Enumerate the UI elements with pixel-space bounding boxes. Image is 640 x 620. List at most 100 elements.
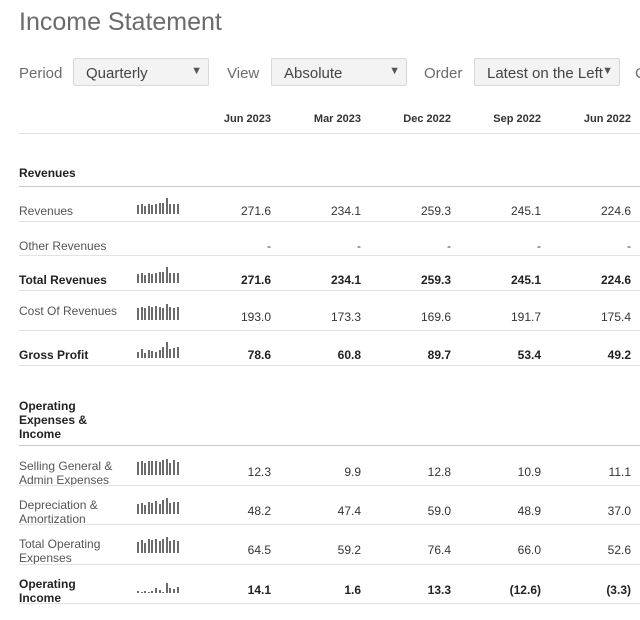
table-cell: (12.6) [509, 583, 541, 597]
sparkline-bar [158, 272, 161, 283]
table-cell: (3.3) [606, 583, 631, 597]
period-label: Period [19, 65, 63, 82]
divider [19, 524, 640, 525]
sparkline-bar [158, 504, 161, 514]
sparkline-bar [158, 590, 161, 593]
divider [19, 365, 640, 366]
sparkline-bar [158, 350, 161, 358]
sparkline-bar [147, 461, 150, 475]
row-label: Total Revenues [19, 273, 107, 287]
table-cell: 271.6 [240, 273, 271, 287]
table-cell: 66.0 [517, 543, 541, 557]
sparkline-bar [173, 589, 175, 593]
sparkline-bar [137, 462, 139, 475]
divider [19, 564, 640, 565]
divider [19, 186, 640, 187]
sparkline-bar [165, 537, 168, 553]
divider [19, 445, 640, 446]
table-cell: 173.3 [330, 310, 361, 324]
table-cell: 78.6 [247, 348, 271, 362]
table-cell: 64.5 [247, 543, 271, 557]
sparkline-chart[interactable] [137, 265, 181, 283]
sparkline-bar [158, 203, 161, 214]
sparkline-bar [140, 307, 143, 320]
sparkline-bar [173, 502, 175, 514]
table-cell: 271.6 [240, 204, 271, 218]
sparkline-bar [176, 204, 179, 214]
sparkline-bar [151, 307, 154, 320]
sparkline-bar [162, 500, 165, 514]
sparkline-bar [176, 462, 179, 475]
sparkline-bar [155, 501, 157, 514]
sparkline-bar [137, 591, 139, 593]
section-title-revenues: Revenues [19, 166, 76, 180]
sparkline-chart[interactable] [137, 196, 181, 214]
sparkline-bar [151, 503, 154, 514]
sparkline-bar [165, 304, 168, 320]
sparkline-chart[interactable] [137, 457, 181, 475]
row-label: Total Operating Expenses [19, 537, 101, 565]
sparkline-bar [137, 205, 139, 214]
view-select[interactable]: Absolute ▼ [271, 58, 407, 86]
sparkline-chart[interactable] [137, 340, 181, 358]
table-cell: 52.6 [607, 543, 631, 557]
table-cell: - [357, 239, 361, 253]
sparkline-bar [137, 274, 139, 283]
divider [19, 330, 640, 331]
sparkline-bar [176, 273, 179, 283]
page-title: Income Statement [19, 8, 222, 36]
table-cell: 224.6 [600, 273, 631, 287]
sparkline-bar [162, 308, 165, 320]
order-value: Latest on the Left [487, 65, 603, 82]
table-cell: 9.9 [344, 465, 361, 479]
divider [19, 485, 640, 486]
sparkline-bar [155, 588, 157, 593]
column-header: Jun 2022 [583, 113, 631, 125]
table-cell: - [267, 239, 271, 253]
table-cell: 191.7 [510, 310, 541, 324]
table-cell: 47.4 [337, 504, 361, 518]
sparkline-bar [137, 542, 139, 553]
sparkline-bar [176, 347, 179, 358]
table-cell: 37.0 [607, 504, 631, 518]
sparkline-chart[interactable] [137, 575, 181, 593]
view-value: Absolute [284, 65, 343, 82]
sparkline-bar [140, 273, 143, 283]
row-label: Cost Of Revenues [19, 304, 118, 318]
sparkline-bar [165, 498, 168, 514]
sparkline-bar [147, 502, 150, 514]
sparkline-bar [169, 273, 172, 283]
sparkline-bar [144, 591, 147, 593]
sparkline-chart[interactable] [137, 302, 181, 320]
order-select[interactable]: Latest on the Left ▼ [474, 58, 620, 86]
sparkline-bar [158, 541, 161, 553]
divider [19, 603, 640, 604]
sparkline-bar [165, 459, 168, 475]
chevron-down-icon: ▼ [389, 65, 400, 77]
table-cell: 234.1 [330, 273, 361, 287]
row-label: Other Revenues [19, 239, 107, 253]
sparkline-chart[interactable] [137, 496, 181, 514]
sparkline-bar [140, 349, 143, 358]
sparkline-bar [151, 461, 154, 475]
sparkline-bar [144, 543, 147, 553]
sparkline-chart[interactable] [137, 535, 181, 553]
table-cell: 60.8 [337, 348, 361, 362]
table-cell: - [537, 239, 541, 253]
table-cell: 234.1 [330, 204, 361, 218]
row-label: Depreciation & Amortization [19, 498, 98, 526]
sparkline-bar [165, 342, 168, 358]
sparkline-bar [173, 348, 175, 358]
sparkline-bar [144, 353, 147, 358]
sparkline-bar [173, 460, 175, 475]
table-cell: 49.2 [607, 348, 631, 362]
sparkline-bar [137, 308, 139, 320]
sparkline-bar [147, 350, 150, 358]
period-select[interactable]: Quarterly ▼ [73, 58, 209, 86]
sparkline-bar [169, 503, 172, 514]
sparkline-bar [144, 463, 147, 475]
table-cell: 12.8 [427, 465, 451, 479]
sparkline-bar [140, 503, 143, 514]
table-cell: 53.4 [517, 348, 541, 362]
sparkline-bar [144, 275, 147, 283]
